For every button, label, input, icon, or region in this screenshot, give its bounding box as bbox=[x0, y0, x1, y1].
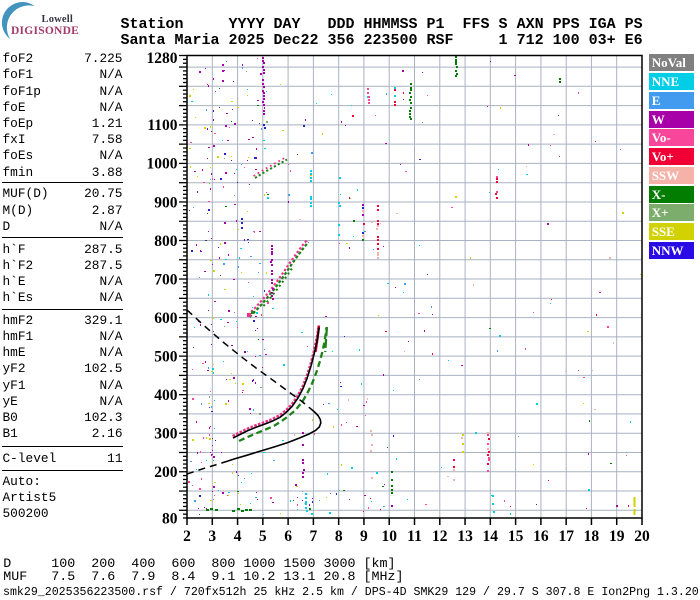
svg-text:1100: 1100 bbox=[147, 117, 177, 134]
svg-text:80: 80 bbox=[162, 510, 178, 527]
svg-text:12: 12 bbox=[432, 528, 448, 545]
svg-text:7: 7 bbox=[310, 528, 318, 545]
svg-text:6: 6 bbox=[284, 528, 292, 545]
svg-text:500: 500 bbox=[154, 348, 178, 365]
svg-text:1000: 1000 bbox=[147, 156, 178, 173]
svg-text:13: 13 bbox=[457, 528, 473, 545]
svg-text:4: 4 bbox=[234, 528, 242, 545]
svg-text:5: 5 bbox=[259, 528, 267, 545]
svg-text:3: 3 bbox=[208, 528, 216, 545]
svg-text:14: 14 bbox=[483, 528, 499, 545]
svg-text:8: 8 bbox=[335, 528, 343, 545]
svg-text:15: 15 bbox=[508, 528, 524, 545]
svg-text:19: 19 bbox=[609, 528, 625, 545]
svg-text:16: 16 bbox=[533, 528, 549, 545]
svg-text:800: 800 bbox=[154, 233, 178, 250]
svg-text:900: 900 bbox=[154, 194, 178, 211]
svg-text:600: 600 bbox=[154, 310, 178, 327]
svg-text:10: 10 bbox=[381, 528, 397, 545]
svg-text:1280: 1280 bbox=[147, 50, 178, 67]
svg-text:200: 200 bbox=[154, 464, 178, 481]
svg-text:11: 11 bbox=[407, 528, 422, 545]
svg-text:300: 300 bbox=[154, 426, 178, 443]
svg-text:20: 20 bbox=[634, 528, 650, 545]
svg-text:2: 2 bbox=[183, 528, 191, 545]
svg-text:9: 9 bbox=[360, 528, 368, 545]
svg-text:18: 18 bbox=[584, 528, 600, 545]
svg-text:700: 700 bbox=[154, 271, 178, 288]
svg-text:400: 400 bbox=[154, 387, 178, 404]
svg-text:17: 17 bbox=[558, 528, 574, 545]
